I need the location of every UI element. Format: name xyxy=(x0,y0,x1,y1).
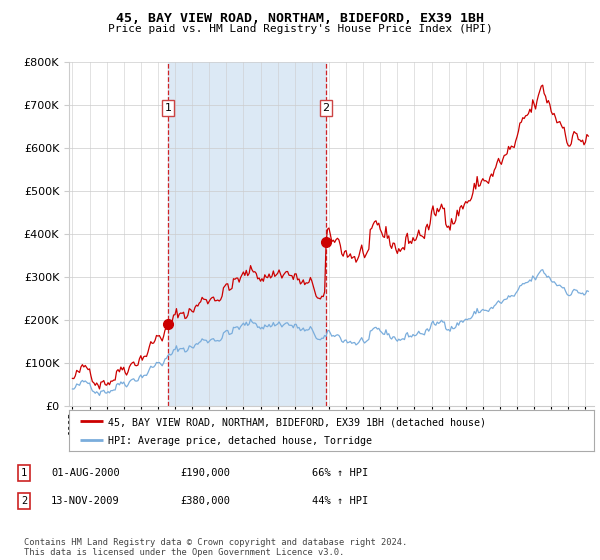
Text: £380,000: £380,000 xyxy=(180,496,230,506)
Text: 2: 2 xyxy=(323,103,329,113)
Text: 1: 1 xyxy=(164,103,172,113)
Text: Contains HM Land Registry data © Crown copyright and database right 2024.
This d: Contains HM Land Registry data © Crown c… xyxy=(24,538,407,557)
Bar xyxy=(168,62,326,406)
Text: 66% ↑ HPI: 66% ↑ HPI xyxy=(312,468,368,478)
Text: Price paid vs. HM Land Registry's House Price Index (HPI): Price paid vs. HM Land Registry's House … xyxy=(107,24,493,34)
Text: 45, BAY VIEW ROAD, NORTHAM, BIDEFORD, EX39 1BH: 45, BAY VIEW ROAD, NORTHAM, BIDEFORD, EX… xyxy=(116,12,484,25)
Text: 2: 2 xyxy=(21,496,27,506)
Text: 13-NOV-2009: 13-NOV-2009 xyxy=(51,496,120,506)
Text: 44% ↑ HPI: 44% ↑ HPI xyxy=(312,496,368,506)
Text: 1: 1 xyxy=(21,468,27,478)
Text: HPI: Average price, detached house, Torridge: HPI: Average price, detached house, Torr… xyxy=(109,436,373,446)
Text: £190,000: £190,000 xyxy=(180,468,230,478)
Text: 45, BAY VIEW ROAD, NORTHAM, BIDEFORD, EX39 1BH (detached house): 45, BAY VIEW ROAD, NORTHAM, BIDEFORD, EX… xyxy=(109,418,487,428)
Text: 01-AUG-2000: 01-AUG-2000 xyxy=(51,468,120,478)
